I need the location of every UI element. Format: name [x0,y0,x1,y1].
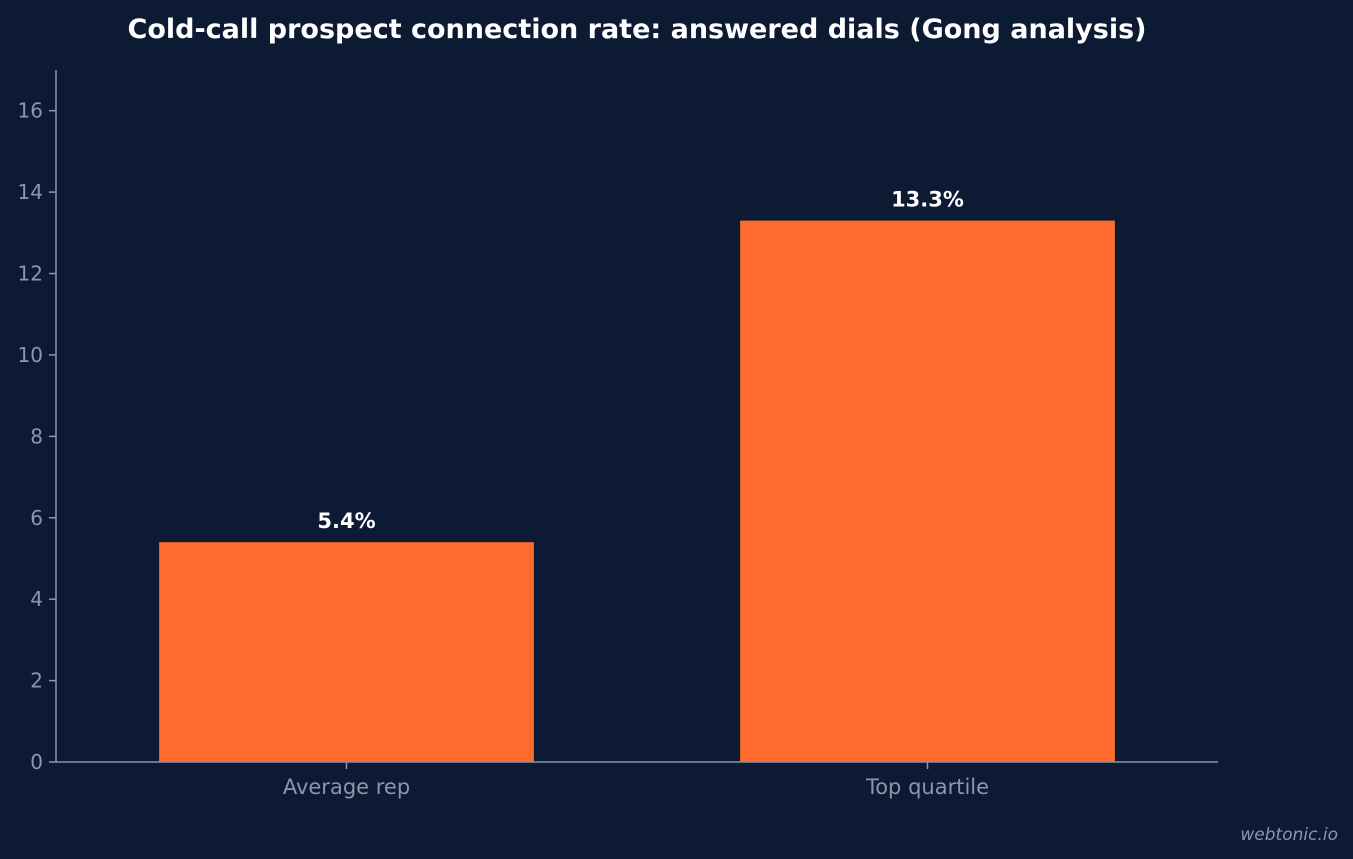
y-axis: 0 2 4 6 8 10 12 14 16 [18,70,57,774]
y-tick-label: 0 [30,750,43,774]
y-tick-label: 4 [30,587,43,611]
y-tick-label: 8 [30,424,43,448]
bars: 5.4% 13.3% [159,188,1115,763]
x-axis: Average rep Top quartile [56,761,1218,799]
y-tick-label: 12 [18,262,43,286]
data-label: 13.3% [891,188,964,212]
y-tick-label: 6 [30,506,43,530]
data-label: 5.4% [317,509,375,533]
y-tick-label: 10 [18,343,43,367]
x-tick-label: Average rep [283,775,410,799]
x-tick-label: Top quartile [865,775,989,799]
bar-average-rep [159,542,534,762]
watermark-text: webtonic.io [1240,825,1338,845]
y-tick-label: 16 [18,99,43,123]
y-tick-label: 14 [18,180,43,204]
y-tick-label: 2 [30,669,43,693]
bar-top-quartile [740,220,1115,763]
chart-title: Cold-call prospect connection rate: answ… [128,14,1147,45]
